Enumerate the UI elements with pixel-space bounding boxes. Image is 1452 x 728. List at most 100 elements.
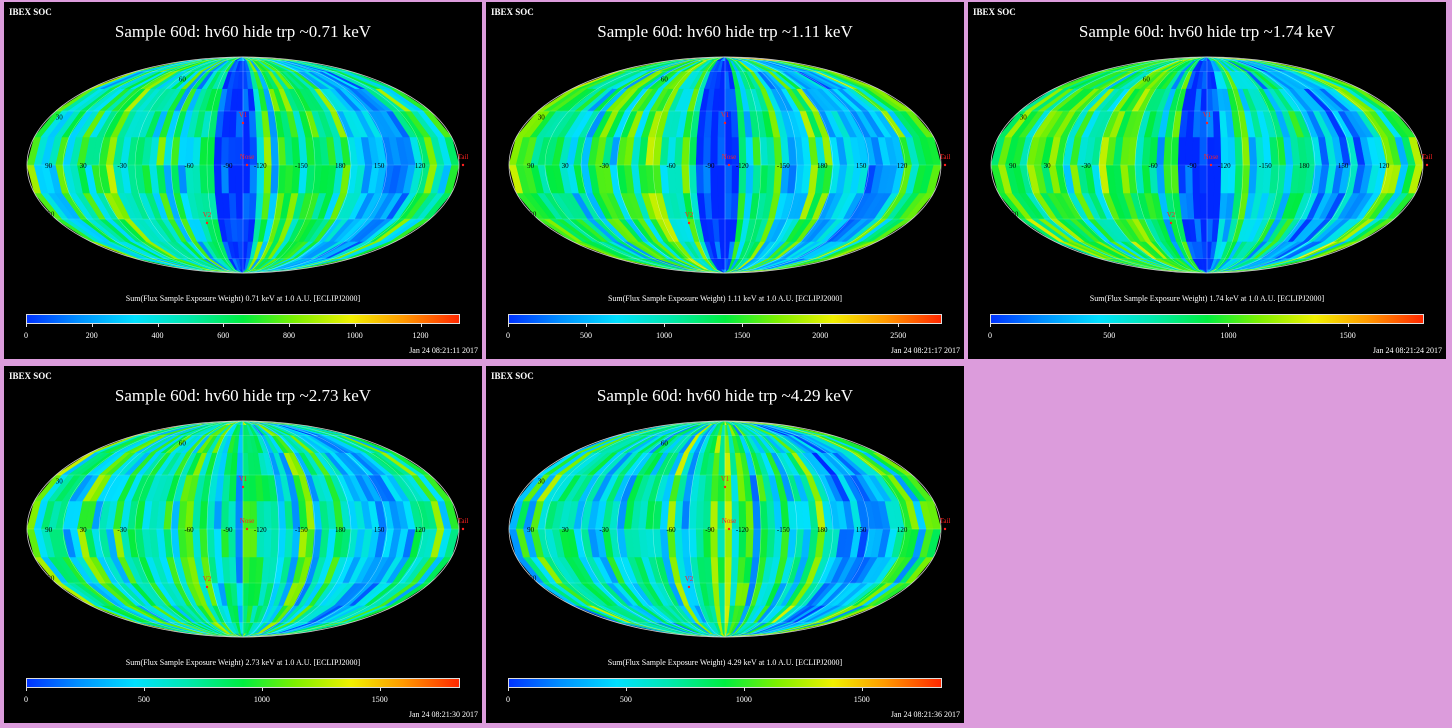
lon-label: 90	[527, 526, 535, 534]
heatmap-cell	[236, 582, 244, 606]
lon-label: -30	[599, 162, 609, 170]
heatmap-cell	[206, 136, 216, 166]
heatmap-cell	[242, 192, 251, 220]
lat-label: 60	[179, 76, 187, 84]
lon-label: 120	[897, 526, 908, 534]
lat-label: -90	[1074, 270, 1084, 278]
colorbar-tick-mark	[820, 324, 822, 327]
heatmap-cell	[926, 528, 941, 558]
heatmap-cell	[695, 164, 705, 194]
heatmap-cell	[206, 164, 216, 194]
lon-label: -150	[777, 526, 790, 534]
heatmap-cell	[228, 474, 238, 502]
skymap-panel: 90 30 -30 -60 -90 -120 -150 180 150 120 60 30 -30 -60…	[486, 366, 964, 723]
heatmap-cell	[235, 192, 244, 220]
lon-label: -30	[117, 526, 127, 534]
lat-label: -60	[67, 254, 77, 262]
colorbar	[26, 314, 460, 324]
marker-dot	[943, 163, 947, 167]
heatmap-cells	[509, 57, 941, 273]
panel-header: IBEX SOC	[491, 371, 534, 381]
colorbar-tick-mark	[1109, 324, 1111, 327]
marker-dot	[1205, 121, 1209, 125]
colorbar-tick-label: 1000	[1220, 331, 1237, 340]
panel-header: IBEX SOC	[9, 371, 52, 381]
map-border	[508, 56, 942, 274]
heatmap-cell	[710, 136, 719, 166]
colorbar-tick-label: 2500	[890, 331, 907, 340]
heatmap-cell	[1199, 192, 1208, 220]
colorbar	[508, 678, 942, 688]
colorbar-tick-mark	[1347, 324, 1349, 327]
heatmap-cell	[688, 500, 698, 530]
colorbar-tick-label: 1000	[735, 695, 752, 704]
lon-label: -150	[777, 162, 790, 170]
heatmap-cell	[444, 528, 459, 558]
heatmap-cell	[738, 136, 747, 166]
colorbar	[26, 678, 460, 688]
lon-label: -30	[1081, 162, 1091, 170]
skymap-svg: 90 30 -30 -60 -90 -120 -150 180 150 120 60 30 -30 -60…	[26, 56, 469, 278]
lat-label: -90	[592, 634, 602, 642]
marker-dot	[727, 163, 731, 167]
heatmap-cell	[745, 136, 755, 166]
marker-tail: Tail	[458, 153, 469, 161]
heatmap-cell	[213, 136, 223, 166]
heatmap-cell	[1170, 164, 1180, 194]
lon-label: 90	[45, 162, 53, 170]
colorbar-tick-label: 1000	[656, 331, 673, 340]
lat-label: 30	[56, 113, 64, 121]
heatmap-cell	[242, 528, 251, 558]
lat-label: 60	[179, 440, 187, 448]
heatmap-cell	[1170, 136, 1180, 166]
colorbar-tick-label: 1500	[371, 695, 388, 704]
colorbar-tick-mark	[861, 688, 863, 691]
heatmap-cell	[235, 528, 244, 558]
marker-dot	[245, 163, 249, 167]
panel-title: Sample 60d: hv60 hide trp ~4.29 keV	[596, 386, 854, 405]
marker-v2: V2	[203, 211, 212, 219]
heatmap-cell	[1408, 164, 1423, 194]
skymap-svg: 90 30 -30 -60 -90 -120 -150 180 150 120 60 30 -30 -60…	[508, 420, 950, 642]
heatmap-cell	[1177, 164, 1187, 194]
marker-dot	[1209, 163, 1213, 167]
lon-label: 150	[374, 162, 385, 170]
lon-label: -60	[184, 162, 194, 170]
lon-label: 90	[45, 526, 53, 534]
marker-v2: V2	[685, 211, 694, 219]
lon-label: -150	[1259, 162, 1272, 170]
heatmap-cell	[1200, 88, 1208, 112]
heatmap-cell	[213, 528, 223, 558]
timestamp: Jan 24 08:21:36 2017	[890, 710, 960, 719]
lon-label: -90	[223, 162, 233, 170]
lat-label: 30	[1020, 113, 1028, 121]
lon-label: -60	[666, 162, 676, 170]
lon-label: -90	[705, 526, 715, 534]
heatmap-cell	[718, 88, 726, 112]
heatmap-cell	[695, 136, 705, 166]
colorbar-tick-mark	[420, 324, 422, 327]
lon-label: 150	[856, 526, 867, 534]
lat-label: 60	[661, 76, 669, 84]
lat-label: 30	[538, 477, 546, 485]
colorbar-tick-mark	[743, 688, 745, 691]
lat-label: 60	[1143, 76, 1151, 84]
lon-label: -60	[666, 526, 676, 534]
heatmap-cell	[213, 164, 223, 194]
colorbar-label: Sum(Flux Sample Exposure Weight) 1.11 ke…	[607, 294, 843, 303]
heatmap-cell	[263, 500, 273, 530]
lon-label: -60	[1148, 162, 1158, 170]
marker-dot	[687, 585, 691, 589]
colorbar-tick-mark	[26, 324, 27, 327]
heatmap-cell	[444, 164, 459, 194]
heatmap-cell	[695, 528, 705, 558]
colorbar-tick-mark	[261, 688, 263, 691]
colorbar-tick-mark	[379, 688, 381, 691]
lat-label: -90	[110, 270, 120, 278]
lon-label: -60	[184, 526, 194, 534]
timestamp: Jan 24 08:21:24 2017	[1372, 346, 1442, 355]
colorbar-tick-label: 0	[506, 695, 510, 704]
heatmap-cell	[745, 500, 755, 530]
marker-nose: Nose	[722, 517, 736, 525]
lon-label: 120	[897, 162, 908, 170]
